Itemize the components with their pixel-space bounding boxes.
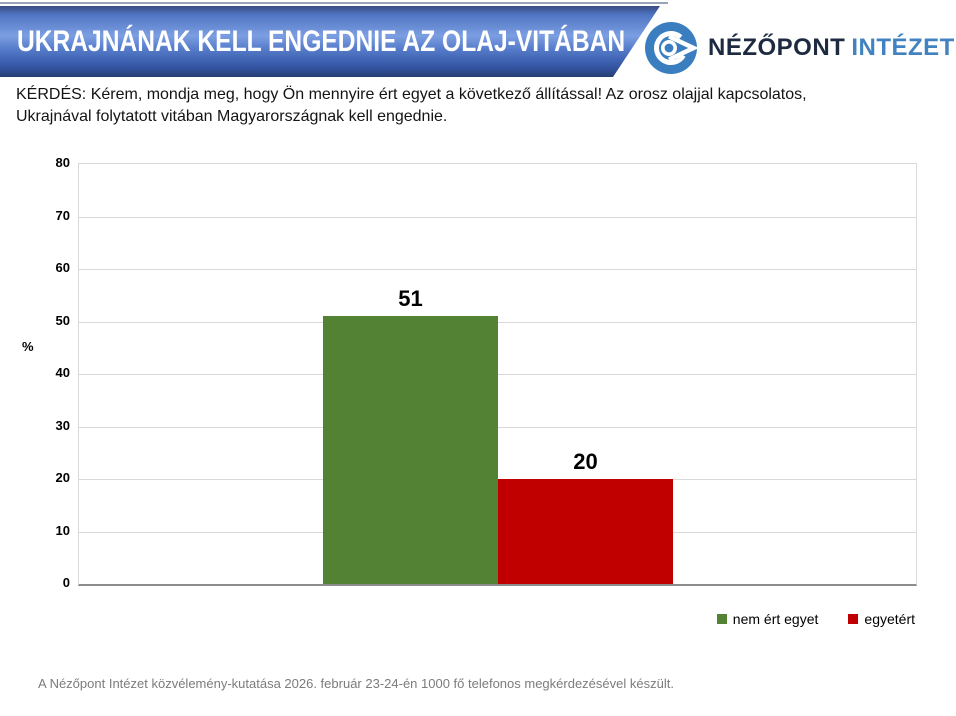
y-tick-30: 30	[55, 417, 70, 433]
legend-label-nem-ért-egyet: nem ért egyet	[732, 611, 819, 627]
legend-item-nem-ért-egyet: nem ért egyet	[716, 611, 819, 627]
bar-chart-plot-area: 51 20	[78, 163, 917, 586]
question-text: KÉRDÉS: Kérem, mondja meg, hogy Ön menny…	[16, 84, 876, 128]
question-line-1: KÉRDÉS: Kérem, mondja meg, hogy Ön menny…	[16, 86, 807, 103]
legend-label-egyetért: egyetért	[864, 611, 915, 627]
nezopont-logo: NÉZŐPONT INTÉZET	[645, 22, 955, 74]
y-tick-10: 10	[55, 522, 70, 538]
eye-in-circle-icon	[645, 22, 697, 74]
bar-value-label-nem-ért-egyet: 51	[398, 286, 423, 312]
page-title: UKRAJNÁNAK KELL ENGEDNIE AZ OLAJ-VITÁBAN	[17, 25, 626, 58]
legend-item-egyetért: egyetért	[848, 611, 915, 627]
y-tick-40: 40	[55, 365, 70, 380]
question-line-2: Ukrajnával folytatott vitában Magyarorsz…	[16, 108, 448, 125]
chart-legend: nem ért egyet egyetért	[716, 611, 915, 627]
gridline-60	[79, 269, 916, 270]
legend-swatch-nem-ért-egyet	[716, 614, 727, 624]
gridline-70	[79, 216, 916, 218]
y-tick-0: 0	[62, 575, 70, 590]
y-tick-70: 70	[55, 207, 70, 223]
y-axis-tick-labels: 0 10 20 30 40 50 60 70 80	[0, 155, 70, 590]
source-note: A Nézőpont Intézet közvélemény-kutatása …	[38, 676, 674, 691]
y-tick-20: 20	[55, 470, 70, 485]
banner-accent-line	[0, 2, 668, 4]
bar-nem-ért-egyet: 51	[323, 286, 498, 584]
logo-secondary-text: INTÉZET	[851, 34, 955, 61]
y-tick-80: 80	[55, 155, 70, 170]
y-tick-50: 50	[55, 312, 70, 328]
title-banner: UKRAJNÁNAK KELL ENGEDNIE AZ OLAJ-VITÁBAN	[0, 6, 660, 77]
logo-wordmark: NÉZŐPONT INTÉZET	[708, 34, 955, 62]
y-axis-label: %	[22, 339, 34, 354]
bar-egyetért: 20	[498, 449, 673, 584]
bar-value-label-egyetért: 20	[573, 449, 598, 474]
y-tick-60: 60	[55, 260, 70, 275]
legend-swatch-egyetért	[848, 614, 859, 624]
logo-primary-text: NÉZŐPONT	[708, 34, 846, 61]
